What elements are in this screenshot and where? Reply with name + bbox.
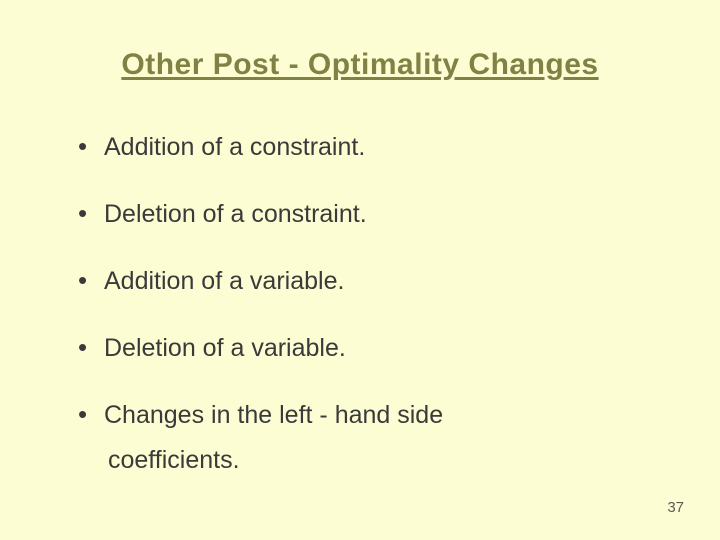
bullet-item: Addition of a variable. bbox=[72, 264, 648, 299]
bullet-text: Changes in the left - hand side bbox=[104, 401, 443, 429]
bullet-item: Deletion of a variable. bbox=[72, 331, 648, 366]
page-number: 37 bbox=[667, 499, 684, 516]
bullet-text: Addition of a variable. bbox=[104, 267, 344, 295]
bullet-text: Deletion of a variable. bbox=[104, 334, 346, 362]
slide-container: Other Post - Optimality Changes Addition… bbox=[0, 0, 720, 540]
bullet-text: Addition of a constraint. bbox=[104, 133, 365, 161]
slide-title: Other Post - Optimality Changes bbox=[72, 48, 648, 82]
bullet-list: Addition of a constraint. Deletion of a … bbox=[72, 130, 648, 478]
bullet-item: Deletion of a constraint. bbox=[72, 197, 648, 232]
bullet-item: Addition of a constraint. bbox=[72, 130, 648, 165]
bullet-text-continuation: coefficients. bbox=[104, 443, 648, 478]
bullet-text: Deletion of a constraint. bbox=[104, 200, 367, 228]
bullet-item: Changes in the left - hand side coefficie… bbox=[72, 398, 648, 478]
